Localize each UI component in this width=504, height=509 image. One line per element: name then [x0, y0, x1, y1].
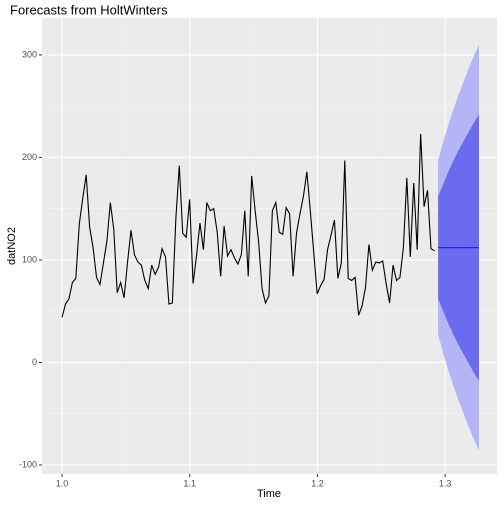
y-tick-label: 300 [22, 49, 37, 59]
y-tick-label: 0 [32, 357, 37, 367]
y-axis-label: datNO2 [6, 227, 18, 265]
x-tick-label: 1.2 [311, 478, 324, 488]
x-tick-label: 1.0 [56, 478, 69, 488]
line [61, 133, 435, 318]
x-tick-label: 1.3 [439, 478, 452, 488]
y-tick-label: 200 [22, 152, 37, 162]
chart-title: Forecasts from HoltWinters [10, 2, 168, 17]
y-tick-label: 100 [22, 254, 37, 264]
x-tick-label: 1.1 [183, 478, 196, 488]
panel [42, 18, 497, 474]
y-tick-label: -100 [19, 459, 37, 469]
x-axis-label: Time [257, 488, 281, 500]
